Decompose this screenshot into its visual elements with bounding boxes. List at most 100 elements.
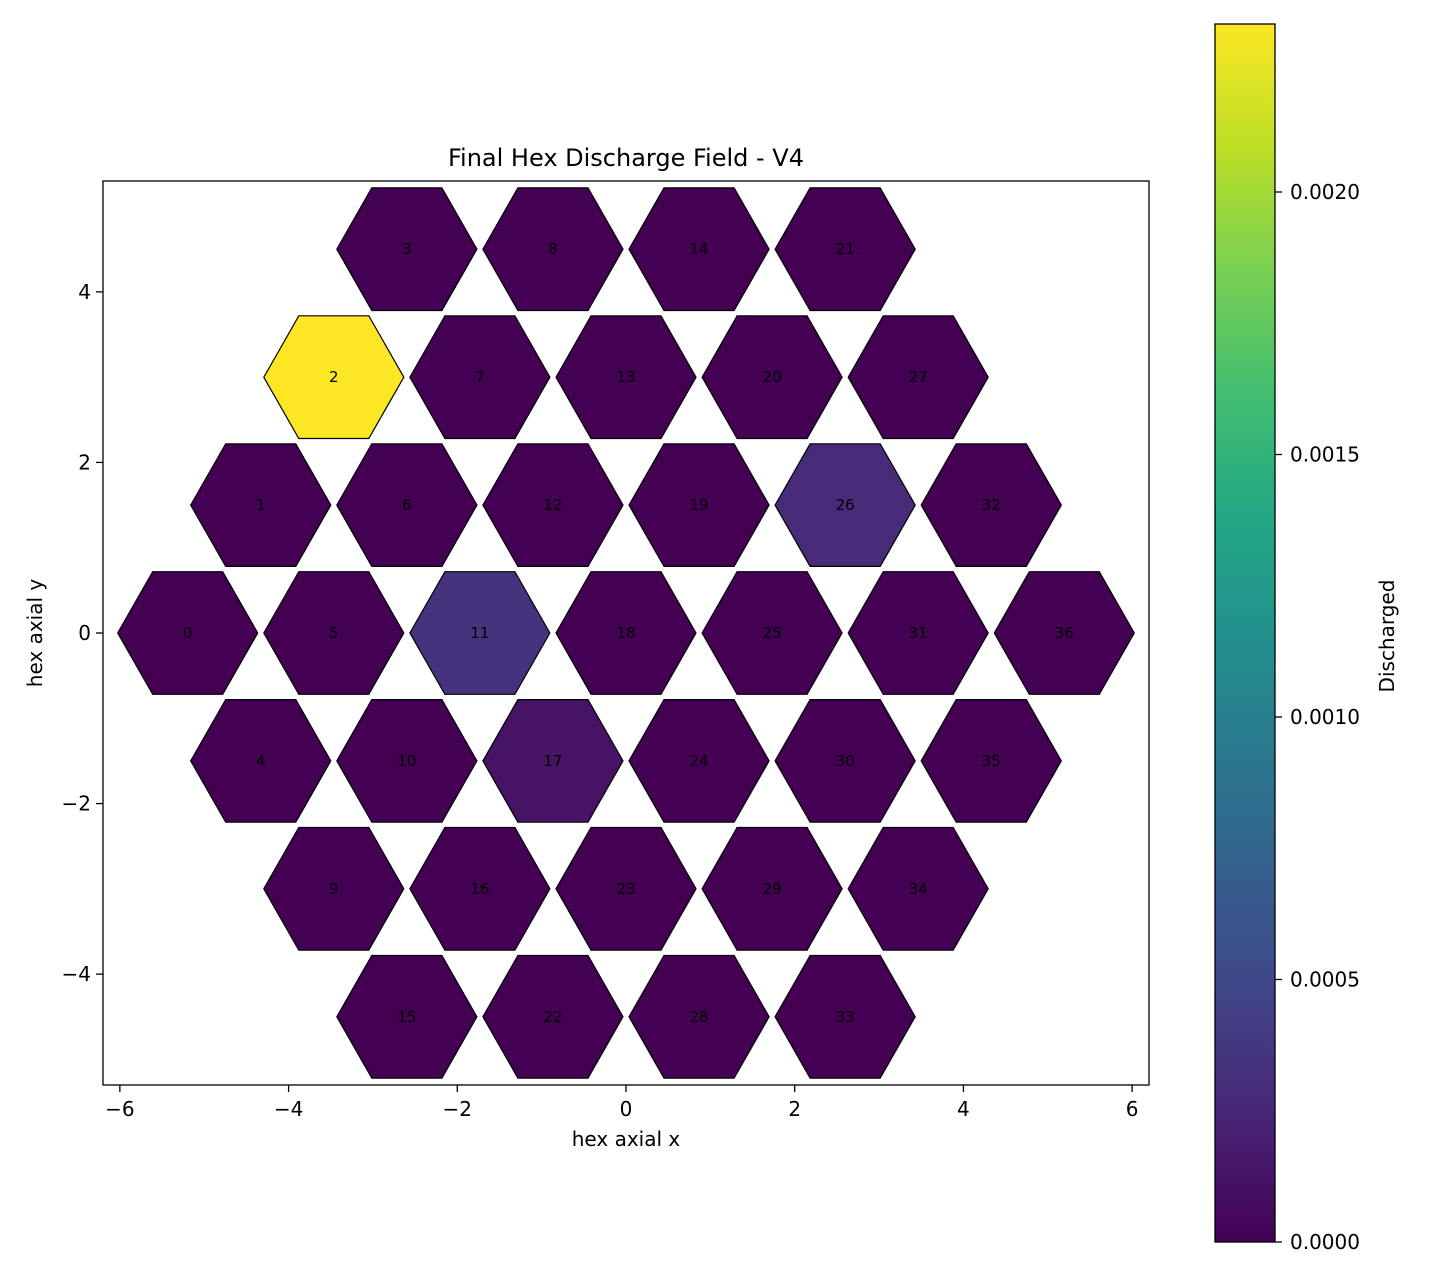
hex-cell-label-15: 15 — [397, 1008, 416, 1026]
hex-cell-label-17: 17 — [543, 752, 562, 770]
y-axis-label: hex axial y — [23, 579, 47, 688]
hex-cell-6 — [336, 443, 478, 568]
plot-area-frame — [102, 180, 1150, 1086]
hex-cell-25 — [701, 571, 843, 695]
hex-cell-11 — [409, 571, 551, 695]
hex-cell-17 — [482, 698, 624, 823]
hex-cell-label-32: 32 — [982, 496, 1001, 514]
hex-cell-label-6: 6 — [402, 496, 412, 514]
hex-cell-label-21: 21 — [836, 240, 855, 258]
hex-cell-32 — [920, 443, 1062, 568]
hex-cell-label-10: 10 — [397, 752, 416, 770]
hex-cell-28 — [628, 954, 770, 1079]
x-axis-label: hex axial x — [572, 1127, 681, 1151]
hex-cell-label-0: 0 — [183, 624, 193, 642]
hex-cell-label-28: 28 — [690, 1008, 709, 1026]
hex-cell-label-22: 22 — [543, 1008, 562, 1026]
colorbar-label: Discharged — [1375, 580, 1399, 693]
hex-cell-0 — [117, 571, 259, 695]
hex-cell-label-36: 36 — [1055, 624, 1074, 642]
hex-cell-10 — [336, 698, 478, 823]
hex-cell-label-24: 24 — [690, 752, 709, 770]
y-tick-label: −4 — [62, 962, 91, 986]
hex-cell-7 — [409, 315, 551, 440]
hex-cell-label-26: 26 — [836, 496, 855, 514]
hex-cell-29 — [701, 826, 843, 951]
hex-cell-36 — [993, 571, 1135, 695]
hex-cell-label-25: 25 — [763, 624, 782, 642]
x-tick-label: 2 — [788, 1097, 801, 1121]
y-axis-ticks: −4 −2 0 2 4 — [62, 280, 103, 986]
y-tick-label: 0 — [78, 621, 91, 645]
hex-cell-label-2: 2 — [329, 368, 339, 386]
x-tick-label: −6 — [105, 1097, 134, 1121]
hex-cell-label-9: 9 — [329, 880, 339, 898]
hex-cell-label-4: 4 — [256, 752, 266, 770]
colorbar-tick-label: 0.0000 — [1290, 1230, 1360, 1254]
hex-cell-label-16: 16 — [470, 880, 489, 898]
hex-cell-9 — [263, 826, 405, 951]
hex-cell-24 — [628, 698, 770, 823]
hex-cell-8 — [482, 187, 624, 312]
hex-cell-label-13: 13 — [616, 368, 635, 386]
hex-cell-label-7: 7 — [475, 368, 485, 386]
hex-cell-33 — [774, 954, 916, 1079]
hex-cell-label-12: 12 — [543, 496, 562, 514]
colorbar-frame — [1214, 23, 1276, 1243]
hex-cell-label-23: 23 — [616, 880, 635, 898]
chart-title: Final Hex Discharge Field - V4 — [448, 144, 804, 172]
colorbar-tick-label: 0.0015 — [1290, 443, 1360, 467]
x-tick-label: −4 — [274, 1097, 303, 1121]
x-axis-ticks: −6 −4 −2 0 2 4 6 — [105, 1085, 1138, 1121]
hex-cell-label-18: 18 — [616, 624, 635, 642]
y-tick-label: 2 — [78, 450, 91, 474]
hex-cell-label-33: 33 — [836, 1008, 855, 1026]
hex-cell-5 — [263, 571, 405, 695]
colorbar-tick-label: 0.0005 — [1290, 968, 1360, 992]
hex-cell-label-11: 11 — [470, 624, 489, 642]
hex-cell-label-14: 14 — [690, 240, 709, 258]
hex-cell-12 — [482, 443, 624, 568]
hex-cell-label-1: 1 — [256, 496, 266, 514]
hex-cell-15 — [336, 954, 478, 1079]
hex-cell-label-31: 31 — [909, 624, 928, 642]
x-tick-label: 4 — [957, 1097, 970, 1121]
hex-cell-1 — [190, 443, 332, 568]
hex-cell-26 — [774, 443, 916, 568]
y-tick-label: −2 — [62, 792, 91, 816]
hex-cell-30 — [774, 698, 916, 823]
hex-cell-label-8: 8 — [548, 240, 558, 258]
hex-cell-label-3: 3 — [402, 240, 412, 258]
x-tick-label: −2 — [443, 1097, 472, 1121]
hex-cell-label-34: 34 — [909, 880, 928, 898]
x-tick-label: 0 — [620, 1097, 633, 1121]
hex-cell-16 — [409, 826, 551, 951]
hex-cell-layer: 0123456789101112131415161718192021222324… — [117, 187, 1135, 1079]
hex-cell-13 — [555, 315, 697, 440]
hex-cell-20 — [701, 315, 843, 440]
x-tick-label: 6 — [1126, 1097, 1139, 1121]
colorbar-tick-label: 0.0020 — [1290, 180, 1360, 204]
hex-cell-2 — [263, 315, 405, 440]
hex-cell-22 — [482, 954, 624, 1079]
hex-cell-3 — [336, 187, 478, 312]
hex-cell-14 — [628, 187, 770, 312]
hex-cell-23 — [555, 826, 697, 951]
hex-cell-label-30: 30 — [836, 752, 855, 770]
hex-cell-27 — [847, 315, 989, 440]
hex-cell-label-29: 29 — [763, 880, 782, 898]
hex-cell-4 — [190, 698, 332, 823]
hex-cell-18 — [555, 571, 697, 695]
colorbar-gradient — [1215, 24, 1275, 1242]
hex-cell-label-20: 20 — [763, 368, 782, 386]
hex-cell-label-5: 5 — [329, 624, 339, 642]
colorbar-tick-label: 0.0010 — [1290, 705, 1360, 729]
hex-cell-label-27: 27 — [909, 368, 928, 386]
hex-cell-34 — [847, 826, 989, 951]
hex-cell-21 — [774, 187, 916, 312]
hex-cell-35 — [920, 698, 1062, 823]
colorbar-ticks: 0.0000 0.0005 0.0010 0.0015 0.0020 — [1275, 180, 1360, 1254]
hex-cell-label-19: 19 — [690, 496, 709, 514]
hex-cell-19 — [628, 443, 770, 568]
